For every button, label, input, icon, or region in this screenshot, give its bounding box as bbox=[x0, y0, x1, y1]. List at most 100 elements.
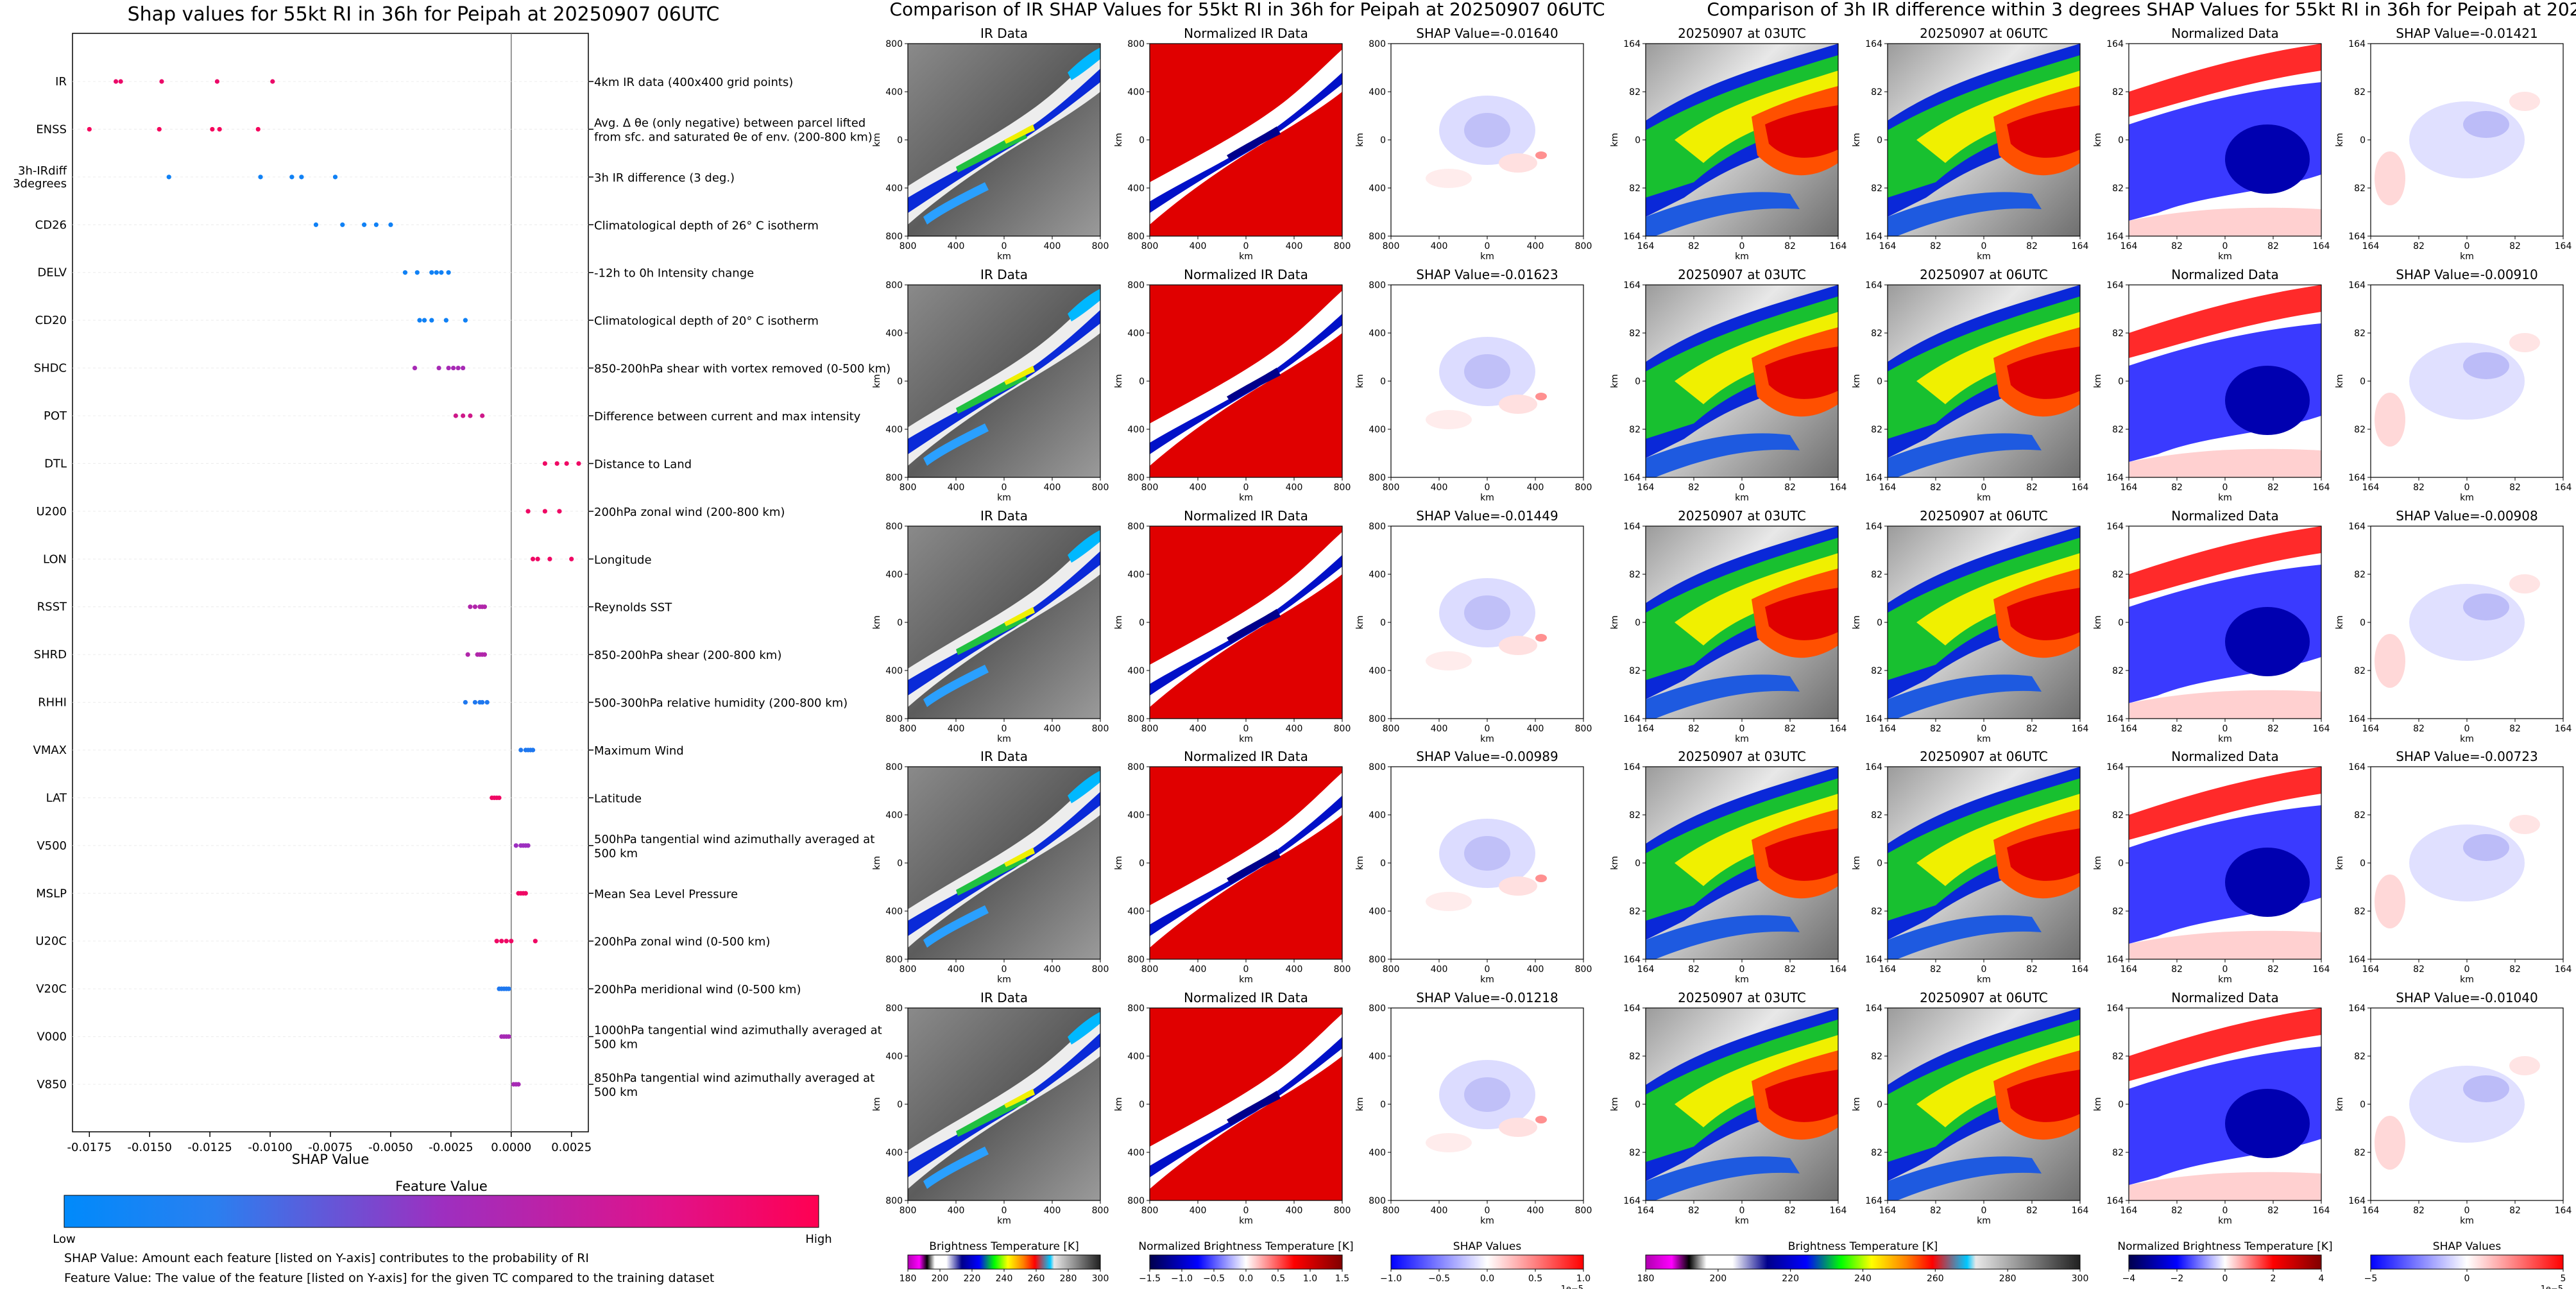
shap-point bbox=[509, 939, 514, 944]
y-tick-label: 164 bbox=[2348, 1196, 2366, 1206]
x-tick-label: 400 bbox=[1431, 964, 1448, 975]
y-tick-label: 800 bbox=[1127, 522, 1145, 532]
x-tick-label: 0 bbox=[2222, 482, 2228, 493]
x-tick-label: 400 bbox=[1286, 482, 1303, 493]
panel-image bbox=[1150, 1008, 1342, 1200]
x-tick-label: 0 bbox=[1981, 724, 1987, 734]
x-tick-label: 800 bbox=[1334, 724, 1351, 734]
colorbar-tick-label: 240 bbox=[1854, 1274, 1872, 1284]
y-tick-label: 164 bbox=[1865, 280, 1882, 291]
y-tick-label: 0 bbox=[1139, 377, 1145, 387]
feature-label: 3degrees bbox=[13, 177, 67, 191]
shap-point bbox=[472, 699, 478, 705]
x-tick-label: 164 bbox=[2120, 1206, 2138, 1216]
x-axis-label: km bbox=[2460, 734, 2474, 744]
y-tick-label: 400 bbox=[1369, 666, 1386, 676]
panel-image bbox=[2129, 1008, 2321, 1200]
x-tick-label: 400 bbox=[1527, 241, 1544, 252]
y-tick-label: 0 bbox=[1139, 618, 1145, 628]
x-tick-label: 400 bbox=[1286, 724, 1303, 734]
colorbar-label: Normalized Brightness Temperature [K] bbox=[1138, 1240, 1353, 1253]
x-axis-label: km bbox=[1735, 975, 1749, 985]
heatmap-image bbox=[1888, 526, 2080, 719]
x-tick-label: 164 bbox=[2120, 482, 2138, 493]
x-tick-label: 800 bbox=[1141, 724, 1159, 734]
y-tick-label: 164 bbox=[2348, 473, 2366, 483]
colorbar bbox=[1149, 1254, 1343, 1270]
feature-label: LON bbox=[43, 552, 67, 566]
x-tick-label: 164 bbox=[1637, 1206, 1655, 1216]
y-tick-label: 400 bbox=[885, 87, 903, 98]
feature-description: Climatological depth of 26° C isotherm bbox=[594, 219, 819, 232]
x-tick-label: 82 bbox=[1930, 1206, 1941, 1216]
x-tick-label: -0.0025 bbox=[429, 1141, 473, 1154]
y-axis-label: km bbox=[1355, 133, 1365, 147]
y-tick-label: 82 bbox=[2112, 329, 2124, 339]
y-tick-label: 800 bbox=[885, 955, 903, 965]
y-tick-label: 0 bbox=[1139, 858, 1145, 869]
panel-image bbox=[2371, 767, 2563, 959]
shap-point bbox=[414, 270, 420, 275]
shap-point bbox=[468, 604, 473, 610]
feature-description: 500hPa tangential wind azimuthally avera… bbox=[594, 833, 874, 846]
feature-description: 850hPa tangential wind azimuthally avera… bbox=[594, 1071, 874, 1085]
shap-point bbox=[482, 604, 488, 610]
shap-point bbox=[456, 365, 461, 371]
shap-point bbox=[463, 318, 468, 323]
feature-description: Longitude bbox=[594, 553, 652, 567]
x-tick-label: 0 bbox=[1002, 482, 1007, 493]
colorbar-tick-label: 0 bbox=[2222, 1274, 2228, 1284]
y-tick-label: 800 bbox=[1127, 232, 1145, 242]
diff-section-title: Comparison of 3h IR difference within 3 … bbox=[1707, 0, 2576, 20]
x-tick-label: 164 bbox=[2120, 964, 2138, 975]
y-tick-label: 82 bbox=[2112, 907, 2124, 917]
feature-label: U200 bbox=[36, 505, 67, 518]
y-axis-label: km bbox=[2093, 615, 2103, 629]
heatmap-image bbox=[1646, 285, 1838, 477]
x-axis-label: km bbox=[1239, 1216, 1253, 1226]
x-tick-label: 800 bbox=[1141, 964, 1159, 975]
x-tick-label: 400 bbox=[1044, 482, 1061, 493]
x-tick-label: 400 bbox=[1044, 241, 1061, 252]
y-tick-label: 0 bbox=[2118, 618, 2124, 628]
shap-point bbox=[506, 1034, 511, 1039]
heatmap-image bbox=[2129, 44, 2321, 236]
shap-point bbox=[480, 699, 485, 705]
y-tick-label: 400 bbox=[1369, 425, 1386, 435]
shap-point bbox=[299, 175, 304, 180]
x-tick-label: 400 bbox=[1431, 1206, 1448, 1216]
x-tick-label: 800 bbox=[1383, 482, 1400, 493]
x-tick-label: 82 bbox=[2267, 482, 2279, 493]
shap-point bbox=[530, 556, 536, 561]
y-tick-label: 82 bbox=[2354, 425, 2366, 435]
y-tick-label: 164 bbox=[1865, 955, 1882, 965]
colorbar-tick-label: 0.5 bbox=[1271, 1274, 1285, 1284]
heatmap-image bbox=[2371, 285, 2563, 477]
x-tick-label: 0 bbox=[1243, 964, 1249, 975]
x-axis-label: km bbox=[1977, 252, 1991, 262]
feature-description: 200hPa zonal wind (200-800 km) bbox=[594, 506, 785, 519]
y-tick-label: 82 bbox=[2354, 87, 2366, 98]
x-tick-label: 0.0025 bbox=[551, 1141, 592, 1154]
y-tick-label: 800 bbox=[1127, 762, 1145, 773]
x-axis-label: km bbox=[1480, 493, 1494, 503]
x-tick-label: 82 bbox=[1930, 964, 1941, 975]
y-tick-label: 0 bbox=[2118, 135, 2124, 146]
y-tick-label: 164 bbox=[2348, 1003, 2366, 1014]
shap-point bbox=[289, 175, 294, 180]
colorbar-scale: 1e−5 bbox=[1561, 1285, 1583, 1289]
y-tick-label: 82 bbox=[1629, 184, 1641, 194]
x-axis-label: km bbox=[2218, 734, 2232, 744]
x-tick-label: 0 bbox=[1739, 241, 1745, 252]
colorbar-tick-label: 280 bbox=[1999, 1274, 2017, 1284]
y-tick-label: 800 bbox=[1369, 1196, 1386, 1206]
feature-description: 500-300hPa relative humidity (200-800 km… bbox=[594, 697, 848, 710]
shap-point bbox=[513, 843, 518, 848]
y-tick-label: 82 bbox=[1871, 810, 1882, 821]
panel-image bbox=[2129, 44, 2321, 236]
panel-title: 20250907 at 03UTC bbox=[1678, 508, 1806, 524]
y-tick-label: 164 bbox=[2348, 955, 2366, 965]
x-tick-label: 164 bbox=[1830, 1206, 1847, 1216]
shap-point bbox=[499, 939, 504, 944]
y-tick-label: 82 bbox=[1629, 907, 1641, 917]
